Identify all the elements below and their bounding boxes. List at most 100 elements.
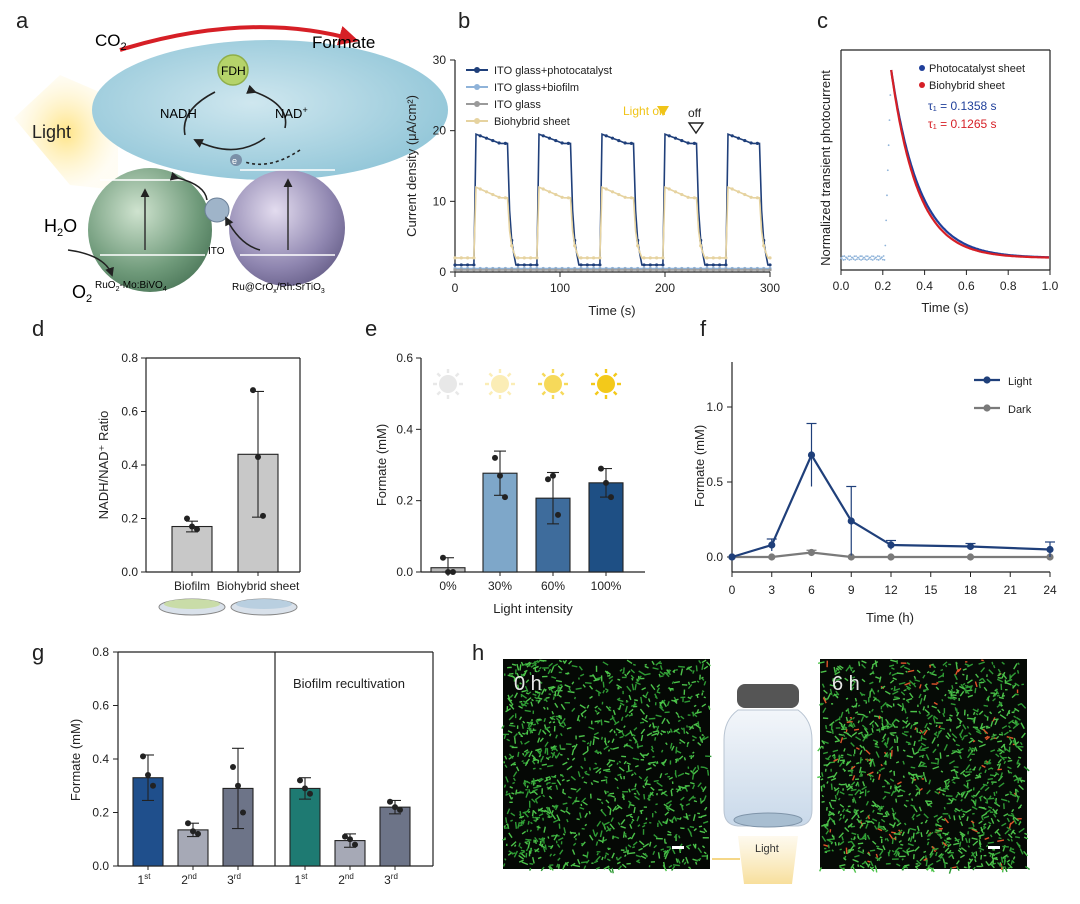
bacteria-cell	[540, 688, 546, 695]
bacteria-cell	[848, 825, 852, 827]
b-series-point	[642, 268, 646, 272]
bacteria-cell	[891, 831, 896, 834]
bacteria-cell	[577, 858, 581, 865]
y-tick-label: 0.0	[396, 565, 413, 579]
bacteria-cell	[623, 833, 627, 836]
bacteria-cell	[817, 775, 822, 779]
c-rise-point	[850, 258, 852, 261]
bacteria-cell	[829, 684, 837, 688]
bacteria-cell	[821, 794, 825, 798]
bacteria-cell	[960, 791, 966, 798]
bacteria-cell	[534, 839, 537, 845]
bacteria-cell	[863, 732, 869, 739]
b-y-label: Current density (μA/cm²)	[404, 95, 419, 237]
bacteria-cell	[580, 713, 584, 718]
bacteria-cell	[1016, 762, 1020, 765]
bacteria-cell	[687, 683, 693, 690]
bacteria-cell	[997, 673, 1002, 677]
bacteria-cell	[957, 747, 964, 752]
bacteria-cell	[902, 775, 905, 779]
bacteria-cell	[955, 860, 960, 865]
bacteria-cell	[632, 757, 640, 761]
g-x-tick-label: 1st	[138, 872, 152, 887]
bacteria-cell	[521, 663, 526, 667]
g-replicate-point	[240, 809, 246, 816]
formate-label: Formate	[312, 33, 375, 52]
bacteria-cell	[831, 849, 834, 852]
bacteria-cell	[578, 677, 580, 680]
bacteria-cell	[998, 696, 1005, 700]
bacteria-cell	[881, 738, 886, 743]
bacteria-cell	[701, 703, 707, 708]
bacteria-cell	[673, 680, 680, 684]
bacteria-cell	[521, 760, 524, 763]
bacteria-cell	[580, 861, 588, 864]
bacteria-cell	[846, 753, 852, 757]
bacteria-cell	[515, 789, 518, 795]
bacteria-cell	[838, 756, 844, 759]
bacteria-cell	[933, 814, 938, 818]
bacteria-cell	[1020, 702, 1027, 709]
bacteria-cell	[990, 749, 996, 753]
bacteria-cell	[1007, 769, 1011, 774]
bacteria-cell	[871, 804, 875, 808]
bacteria-cell	[501, 725, 505, 729]
bacteria-cell	[621, 731, 625, 737]
bacteria-cell	[677, 772, 685, 777]
bacteria-cell	[644, 673, 651, 676]
bacteria-cell	[617, 678, 621, 681]
bacteria-cell	[875, 845, 880, 848]
bacteria-cell	[592, 829, 596, 837]
bacteria-cell	[537, 699, 541, 704]
bacteria-cell	[854, 711, 859, 714]
bacteria-cell	[865, 758, 872, 762]
f-y-label: Formate (mM)	[692, 425, 707, 507]
bacteria-cell	[1009, 793, 1017, 797]
bacteria-cell	[915, 774, 920, 780]
bacteria-cell	[623, 725, 626, 729]
bacteria-cell	[683, 757, 687, 761]
bacteria-cell	[898, 681, 906, 685]
bacteria-cell	[858, 766, 862, 774]
bacteria-cell	[603, 790, 607, 795]
bacteria-cell	[992, 664, 996, 669]
bacteria-cell	[984, 735, 989, 739]
bacteria-cell	[1014, 788, 1017, 796]
bacteria-cell	[960, 821, 964, 827]
bacteria-cell	[850, 765, 856, 770]
bacteria-cell	[858, 661, 861, 667]
bacteria-cell	[884, 751, 887, 755]
bacteria-cell	[586, 742, 590, 745]
bacteria-cell	[600, 801, 604, 805]
bacteria-cell	[989, 834, 993, 838]
bacteria-cell	[974, 799, 977, 807]
bacteria-cell	[955, 708, 958, 714]
bacteria-cell	[902, 719, 908, 725]
bacteria-cell	[664, 842, 667, 844]
c-rise-point	[860, 259, 862, 261]
bacteria-cell	[523, 700, 529, 705]
b-series-point	[623, 268, 627, 272]
bacteria-cell	[998, 782, 1005, 788]
bacteria-cell	[1008, 822, 1012, 829]
bacteria-cell	[656, 684, 661, 688]
b-series-point	[636, 244, 640, 248]
bacteria-cell	[557, 837, 564, 841]
b-series-point	[535, 256, 539, 260]
c-rise-point	[847, 255, 850, 258]
sun-ray	[488, 390, 494, 396]
b-series-point	[617, 268, 621, 272]
bacteria-cell	[1001, 731, 1004, 735]
bacteria-cell	[671, 788, 674, 791]
bacteria-cell	[664, 671, 670, 678]
bacteria-cell	[577, 771, 581, 778]
bacteria-cell	[843, 731, 849, 735]
bacteria-cell	[566, 779, 570, 782]
bacteria-cell	[938, 852, 943, 858]
bacteria-cell	[959, 831, 966, 837]
replicate-point	[492, 454, 498, 461]
bacteria-cell	[686, 741, 690, 745]
bacteria-cell	[530, 701, 534, 707]
bacteria-cell	[692, 843, 697, 849]
bacteria-cell	[952, 738, 956, 743]
